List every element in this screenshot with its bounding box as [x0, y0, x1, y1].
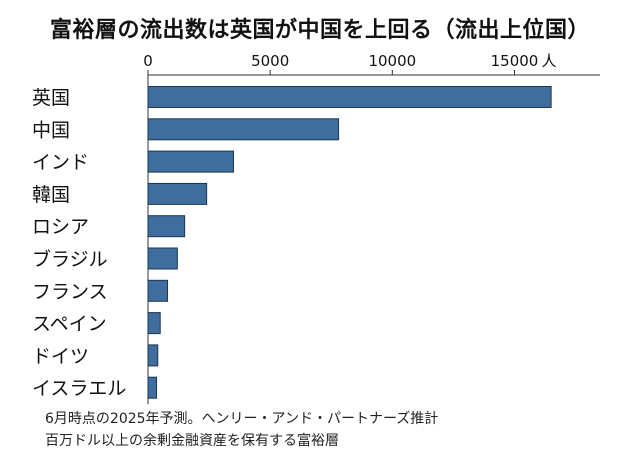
- x-unit-label: 人: [541, 52, 556, 70]
- category-label: ロシア: [32, 216, 89, 238]
- category-label: フランス: [32, 281, 108, 303]
- bar: [147, 279, 169, 302]
- category-label: ブラジル: [32, 248, 108, 271]
- bar: [147, 312, 161, 335]
- category-label: イスラエル: [32, 378, 126, 400]
- category-label: スペイン: [32, 313, 107, 335]
- chart-title: 富裕層の流出数は英国が中国を上回る（流出上位国）: [49, 18, 590, 43]
- bar: [147, 182, 208, 205]
- definition-note: 百万ドル以上の余剰金融資産を保有する富裕層: [45, 433, 339, 449]
- bar: [147, 118, 340, 141]
- bar: [147, 376, 158, 399]
- x-tick-label: 0: [143, 52, 153, 70]
- source-note: 6月時点の2025年予測。ヘンリー・アンド・パートナーズ推計: [45, 411, 439, 427]
- x-tick-label: 5000: [251, 52, 289, 70]
- x-tick-label: 15000: [491, 52, 539, 70]
- bar: [147, 150, 235, 173]
- bar: [147, 86, 552, 108]
- x-tick-label: 10000: [368, 52, 416, 70]
- category-label: ドイツ: [32, 345, 89, 367]
- bar: [147, 215, 186, 238]
- category-label: 中国: [32, 119, 70, 141]
- bar: [147, 247, 178, 270]
- category-label: 英国: [32, 87, 70, 109]
- bar: [147, 344, 159, 367]
- category-label: インド: [32, 152, 89, 174]
- category-label: 韓国: [32, 184, 70, 206]
